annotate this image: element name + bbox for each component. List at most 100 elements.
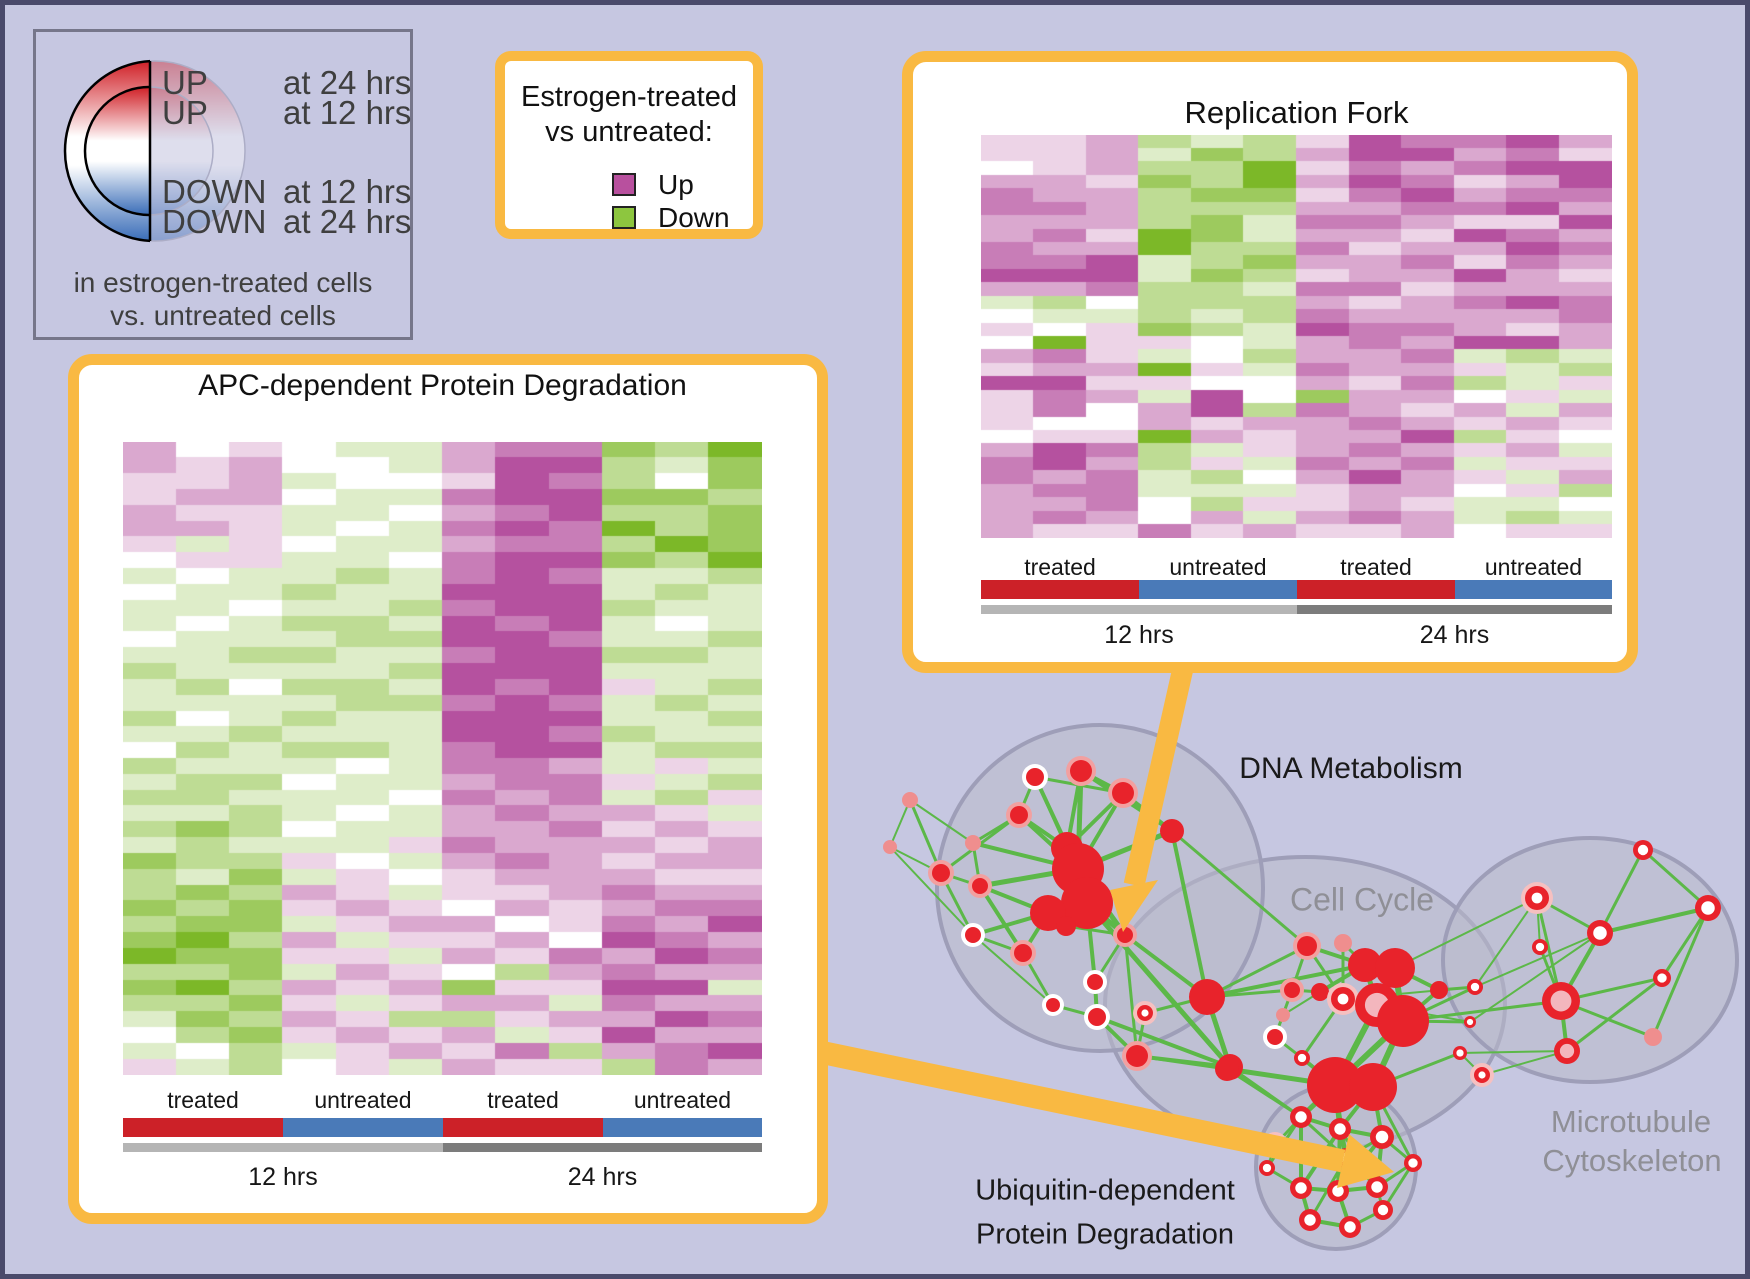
gene-node-ring-51 bbox=[1637, 844, 1649, 856]
time-bar-12hrs-0 bbox=[981, 605, 1297, 614]
estrogen-updown-legend: Estrogen-treated vs untreated: Up Down bbox=[495, 51, 763, 239]
condition-bar-untreated-0-3 bbox=[1455, 580, 1612, 599]
ring-legend-dir-1: UP bbox=[162, 64, 208, 101]
ring-legend-caption-1: in estrogen-treated cells bbox=[73, 267, 373, 298]
condition-bar-treated-0-0 bbox=[981, 580, 1139, 599]
network-edge bbox=[1481, 1050, 1568, 1076]
gene-node-solid-38 bbox=[1349, 1063, 1397, 1111]
gene-node-ring-62 bbox=[1344, 1221, 1356, 1233]
gene-node-ring-60 bbox=[1371, 1181, 1383, 1193]
condition-bar-treated-1-2 bbox=[443, 1118, 603, 1137]
gene-node-solid-12 bbox=[1160, 819, 1184, 843]
gene-node-ringHalo-44 bbox=[1478, 1071, 1486, 1079]
gene-node-solid-37 bbox=[1307, 1057, 1363, 1113]
gene-node-ring-52 bbox=[1701, 901, 1715, 915]
network-edge bbox=[1394, 897, 1538, 969]
gene-node-pink-6 bbox=[965, 835, 981, 851]
ring-gradient-diagram bbox=[63, 59, 246, 243]
gene-node-solid-30 bbox=[1311, 983, 1329, 1001]
gene-node-ringHalo-20 bbox=[1141, 1009, 1149, 1017]
network-edge bbox=[1469, 932, 1601, 1023]
gene-node-whiteHalo-35 bbox=[1267, 1029, 1283, 1045]
network-edge bbox=[1170, 830, 1209, 998]
cluster-label-protein-degradation: Protein Degradation bbox=[976, 1218, 1234, 1251]
group-label-untreated-0-1: untreated bbox=[1169, 554, 1267, 580]
gene-node-ring-41 bbox=[1456, 1049, 1464, 1057]
estrogen-legend-title-1: Estrogen-treated bbox=[520, 81, 737, 113]
network-edge bbox=[1474, 932, 1601, 988]
network-edge bbox=[1136, 1054, 1228, 1071]
up-label: Up bbox=[658, 169, 694, 200]
ring-legend-dir-2: UP bbox=[162, 94, 208, 131]
time-bar-12hrs-1 bbox=[123, 1143, 443, 1152]
time-bar-24hrs-1 bbox=[443, 1143, 762, 1152]
replication-fork-heatmap bbox=[981, 135, 1612, 538]
network-edge bbox=[1402, 999, 1562, 1023]
gene-node-solid-21 bbox=[1189, 979, 1225, 1015]
group-label-untreated-1-3: untreated bbox=[633, 1087, 732, 1113]
gene-node-ring-56 bbox=[1375, 1130, 1389, 1144]
condition-bar-untreated-0-1 bbox=[1139, 580, 1297, 599]
network-edge bbox=[1642, 848, 1709, 910]
gene-node-pink-50 bbox=[1644, 1028, 1662, 1046]
replication-fork-title: Replication Fork bbox=[1184, 95, 1409, 130]
gene-node-halo-15 bbox=[1014, 944, 1032, 962]
network-edge bbox=[1085, 901, 1232, 1069]
network-edge bbox=[1660, 907, 1710, 979]
gene-node-ring-54 bbox=[1295, 1111, 1307, 1123]
gene-node-solid-28 bbox=[1375, 948, 1415, 988]
ring-legend-time-3: at 12 hrs bbox=[283, 173, 412, 210]
network-edge bbox=[889, 846, 974, 936]
group-label-untreated-0-3: untreated bbox=[1484, 554, 1583, 580]
condition-bar-untreated-1-1 bbox=[283, 1118, 443, 1137]
gene-node-ring-64 bbox=[1262, 1163, 1272, 1173]
gene-node-ring-53 bbox=[1657, 973, 1667, 983]
gene-node-pink-34 bbox=[1276, 1008, 1290, 1022]
network-edge bbox=[1598, 849, 1645, 934]
network-edge bbox=[1123, 934, 1139, 1057]
gene-node-ring-63 bbox=[1377, 1204, 1389, 1216]
network-edge bbox=[909, 799, 974, 844]
gene-node-whiteHalo-0 bbox=[1026, 768, 1044, 786]
apc-degradation-heatmap bbox=[123, 442, 762, 1075]
gene-node-ring-58 bbox=[1295, 1182, 1307, 1194]
ring-legend-time-2: at 12 hrs bbox=[283, 94, 412, 131]
group-label-untreated-1-1: untreated bbox=[314, 1087, 412, 1113]
ring-legend-dir-4: DOWN bbox=[162, 203, 267, 240]
network-edge bbox=[1599, 906, 1709, 935]
gene-node-solid-10 bbox=[1061, 877, 1113, 929]
down-color-swatch bbox=[612, 206, 636, 229]
gene-node-ring-55 bbox=[1334, 1123, 1346, 1135]
gene-node-halo-25 bbox=[1297, 936, 1317, 956]
time-label-12hrs-1: 12 hrs bbox=[248, 1163, 318, 1191]
condition-bar-untreated-1-3 bbox=[603, 1118, 762, 1137]
network-edge bbox=[1474, 897, 1538, 988]
network-edge bbox=[1229, 1065, 1302, 1119]
gene-node-ring-42 bbox=[1470, 982, 1480, 992]
replication-fork-arrow-head bbox=[1110, 880, 1158, 932]
ring-legend-time-1: at 24 hrs bbox=[283, 64, 412, 101]
gene-node-whiteHalo-14 bbox=[965, 927, 981, 943]
cluster-ellipse-microtubule-cytoskeleton bbox=[1441, 836, 1739, 1084]
network-edge bbox=[1566, 976, 1663, 1053]
gene-node-halo-29 bbox=[1284, 982, 1300, 998]
network-edge bbox=[1459, 1050, 1568, 1054]
gene-node-whiteHalo-19 bbox=[1088, 1008, 1106, 1026]
gene-node-halo-5 bbox=[932, 864, 950, 882]
condition-bar-treated-1-0 bbox=[123, 1118, 283, 1137]
replication-fork-arrow-shaft bbox=[1123, 652, 1197, 888]
gene-node-solid-39 bbox=[1215, 1057, 1239, 1081]
condition-bar-treated-0-2 bbox=[1297, 580, 1455, 599]
gene-node-solid-27 bbox=[1348, 948, 1382, 982]
gene-node-pink-16 bbox=[883, 840, 897, 854]
network-edge bbox=[1171, 829, 1308, 948]
gene-node-halo-2 bbox=[1112, 782, 1134, 804]
network-edge bbox=[972, 934, 1054, 1006]
gene-node-pinkCore-48 bbox=[1550, 990, 1572, 1012]
gene-node-halo-3 bbox=[1010, 806, 1028, 824]
gene-node-pink-26 bbox=[1334, 934, 1352, 952]
cluster-label-dna-metabolism: DNA Metabolism bbox=[1239, 752, 1463, 785]
network-edge bbox=[1651, 907, 1710, 1038]
network-graph bbox=[817, 652, 1739, 1251]
